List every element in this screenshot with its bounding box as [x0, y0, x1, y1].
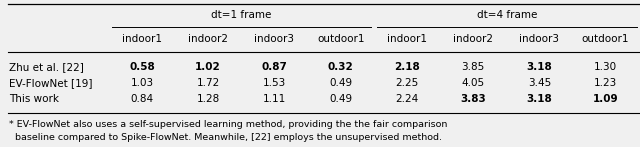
Text: indoor3: indoor3 [254, 34, 294, 44]
Text: 2.25: 2.25 [396, 78, 419, 88]
Text: 3.18: 3.18 [527, 94, 552, 104]
Text: 0.87: 0.87 [262, 62, 287, 72]
Text: * EV-FlowNet also uses a self-supervised learning method, providing the the fair: * EV-FlowNet also uses a self-supervised… [9, 120, 447, 129]
Text: 4.05: 4.05 [461, 78, 484, 88]
Text: 2.24: 2.24 [396, 94, 419, 104]
Text: 1.03: 1.03 [131, 78, 154, 88]
Text: 0.49: 0.49 [329, 78, 352, 88]
Text: 1.72: 1.72 [196, 78, 220, 88]
Text: indoor2: indoor2 [453, 34, 493, 44]
Text: 0.58: 0.58 [129, 62, 155, 72]
Text: 1.30: 1.30 [594, 62, 617, 72]
Text: 1.23: 1.23 [594, 78, 617, 88]
Text: 3.18: 3.18 [527, 62, 552, 72]
Text: dt=1 frame: dt=1 frame [211, 10, 271, 20]
Text: indoor1: indoor1 [122, 34, 162, 44]
Text: 3.45: 3.45 [528, 78, 551, 88]
Text: indoor3: indoor3 [520, 34, 559, 44]
Text: outdoor1: outdoor1 [317, 34, 364, 44]
Text: 1.53: 1.53 [263, 78, 286, 88]
Text: 1.11: 1.11 [263, 94, 286, 104]
Text: baseline compared to Spike-FlowNet. Meanwhile, [22] employs the unsupervised met: baseline compared to Spike-FlowNet. Mean… [9, 133, 442, 142]
Text: Zhu et al. [22]: Zhu et al. [22] [9, 62, 84, 72]
Text: This work: This work [9, 94, 59, 104]
Text: EV-FlowNet [19]: EV-FlowNet [19] [9, 78, 92, 88]
Text: indoor2: indoor2 [188, 34, 228, 44]
Text: 1.28: 1.28 [196, 94, 220, 104]
Text: 2.18: 2.18 [394, 62, 420, 72]
Text: 1.09: 1.09 [593, 94, 618, 104]
Text: outdoor1: outdoor1 [582, 34, 629, 44]
Text: 1.02: 1.02 [195, 62, 221, 72]
Text: indoor1: indoor1 [387, 34, 427, 44]
Text: 3.83: 3.83 [460, 94, 486, 104]
Text: 0.49: 0.49 [329, 94, 352, 104]
Text: 0.32: 0.32 [328, 62, 353, 72]
Text: 3.85: 3.85 [461, 62, 484, 72]
Text: 0.84: 0.84 [131, 94, 154, 104]
Text: dt=4 frame: dt=4 frame [477, 10, 538, 20]
